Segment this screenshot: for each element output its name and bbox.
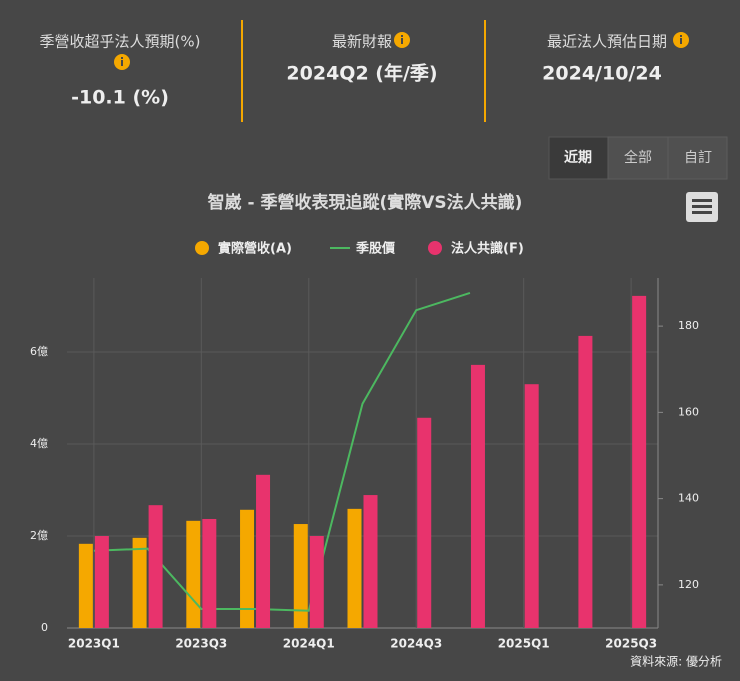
stat-value: 2024/10/24 [542, 63, 662, 85]
x-tick-label: 2024Q1 [283, 637, 335, 651]
button-label[interactable]: 全部 [624, 149, 652, 166]
button[interactable] [607, 136, 669, 180]
menu-icon[interactable] [686, 192, 718, 222]
chart-title: 智崴 - 季營收表現追蹤(實際VS法人共識) [208, 192, 523, 213]
x-tick-label: 2025Q3 [605, 637, 657, 651]
y-tick-label: 6億 [30, 345, 48, 358]
bar [148, 505, 163, 628]
button-label[interactable]: 近期 [564, 149, 592, 166]
y2-tick-label: 140 [678, 492, 699, 505]
bar [240, 509, 255, 628]
stat-label: 最近法人預估日期 [547, 33, 667, 51]
x-tick-label: 2023Q3 [175, 637, 227, 651]
bar [78, 543, 93, 628]
stat-label: 最新財報 [332, 33, 392, 51]
bar [347, 508, 362, 628]
bar [524, 384, 539, 628]
y2-tick-label: 180 [678, 319, 699, 332]
bar [470, 364, 485, 628]
bar [94, 536, 109, 628]
bar [578, 335, 593, 628]
x-tick-label: 2023Q1 [68, 637, 120, 651]
stat-value: -10.1 (%) [71, 87, 169, 109]
legend-label: 季股價 [355, 241, 396, 257]
stat-value: 2024Q2 (年/季) [286, 62, 437, 85]
stat-label: 季營收超乎法人預期(%) [40, 33, 201, 51]
bar [186, 520, 201, 628]
bar [363, 495, 378, 628]
y2-tick-label: 120 [678, 578, 699, 591]
bar [132, 537, 147, 628]
legend-swatch [428, 241, 442, 255]
y-tick-label: 4億 [30, 437, 48, 450]
legend-swatch [195, 241, 209, 255]
y2-tick-label: 160 [678, 405, 699, 418]
bar [293, 524, 308, 628]
source: 資料來源: 優分析 [630, 655, 722, 669]
bar [256, 474, 271, 628]
y-tick-label: 2億 [30, 529, 48, 542]
x-tick-label: 2024Q3 [390, 637, 442, 651]
legend-label: 法人共識(F) [451, 241, 524, 257]
bar [309, 536, 324, 628]
info-glyphs [121, 35, 682, 66]
button-label[interactable]: 自訂 [684, 150, 712, 166]
button[interactable] [667, 136, 728, 180]
x-tick-label: 2025Q1 [498, 637, 550, 651]
bar [202, 518, 217, 628]
legend-label: 實際營收(A) [218, 241, 292, 257]
bar [632, 295, 647, 628]
y-tick-label: 0 [41, 621, 48, 634]
bar [417, 417, 432, 628]
